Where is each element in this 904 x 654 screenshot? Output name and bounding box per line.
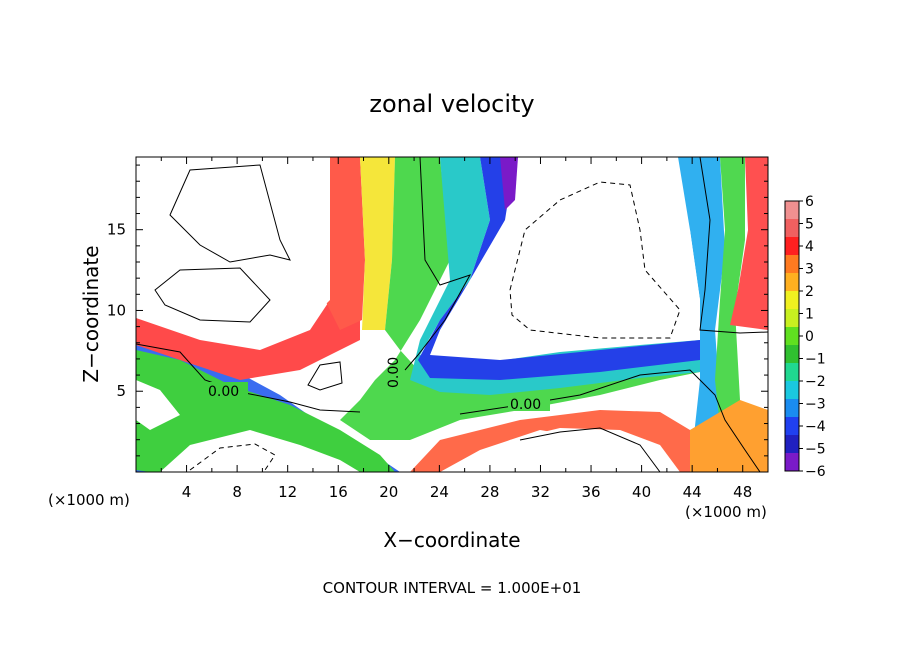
field-white-leftpocket xyxy=(136,380,180,430)
x-axis: 4 8 12 16 20 24 28 32 36 40 44 48 xyxy=(160,157,752,501)
colorbar-tick-label: −3 xyxy=(805,397,826,413)
x-tick-label: 48 xyxy=(733,483,752,501)
colorbar-tick-label: −5 xyxy=(805,442,826,458)
x-tick-label: 12 xyxy=(278,483,297,501)
colorbar-tick-label: 5 xyxy=(805,217,814,233)
contour-label: 0.00 xyxy=(208,384,239,400)
field-plume-blue xyxy=(418,157,700,380)
field-plume-red xyxy=(325,157,365,330)
contour-label-bg xyxy=(206,382,248,398)
colorbar-tick-label: 6 xyxy=(805,194,814,210)
contour-bottom-solid xyxy=(519,427,661,472)
colorbar-swatch xyxy=(785,363,799,382)
y-axis-label: Z−coordinate xyxy=(79,245,103,382)
field-white-bottom xyxy=(480,428,680,472)
colorbar-swatch xyxy=(785,291,799,310)
field-plume-cyan xyxy=(410,157,700,395)
x-unit-right: (×1000 m) xyxy=(685,503,767,521)
colorbar-swatch xyxy=(785,345,799,364)
colorbar-swatch xyxy=(785,417,799,436)
colorbar-tick-label: 3 xyxy=(805,262,814,278)
y-tick-label: 10 xyxy=(107,301,126,319)
x-tick-label: 40 xyxy=(632,483,651,501)
colorbar-tick-label: 0 xyxy=(805,329,814,345)
colorbar-swatch xyxy=(785,435,799,454)
field-white-lowerleft xyxy=(160,430,360,472)
contour-label: 0.00 xyxy=(386,357,402,388)
x-tick-label: 28 xyxy=(480,483,499,501)
x-unit-left: (×1000 m) xyxy=(48,491,130,509)
x-tick-label: 4 xyxy=(182,483,192,501)
field-white-left xyxy=(150,157,330,335)
colorbar-tick-label: 2 xyxy=(805,284,814,300)
y-tick-label: 15 xyxy=(107,221,126,239)
colorbar: 6 5 4 3 2 1 0 −1 −2 −3 −4 −5 −6 xyxy=(784,194,826,480)
colorbar-swatch xyxy=(785,237,799,256)
contour-label: 0.00 xyxy=(510,397,541,413)
x-tick-label: 44 xyxy=(683,483,702,501)
x-tick-label: 20 xyxy=(379,483,398,501)
x-tick-label: 16 xyxy=(329,483,348,501)
contour-left-loop2 xyxy=(154,267,271,323)
colorbar-tick-label: 1 xyxy=(805,307,814,323)
chart-title: zonal velocity xyxy=(369,90,534,118)
x-tick-label: 24 xyxy=(430,483,449,501)
x-tick-label: 32 xyxy=(531,483,550,501)
colorbar-swatch xyxy=(785,273,799,292)
colorbar-tick-label: −6 xyxy=(805,464,826,480)
field-plume-yellow xyxy=(360,157,395,330)
colorbar-tick-label: 4 xyxy=(805,239,814,255)
contour-zero-plume xyxy=(404,157,472,371)
contour-label-group: 0.00 0.00 0.00 xyxy=(206,357,550,413)
colorbar-swatch xyxy=(785,309,799,328)
contour-left-loop xyxy=(169,164,291,263)
x-tick-label: 8 xyxy=(232,483,242,501)
field-green-left xyxy=(136,350,395,472)
x-tick-label: 36 xyxy=(581,483,600,501)
y-axis: 5 10 15 xyxy=(107,164,768,457)
field-bottom-right-orange xyxy=(690,400,768,472)
colorbar-tick-label: −2 xyxy=(805,374,826,390)
field-purple-top xyxy=(500,157,518,210)
colorbar-swatch xyxy=(785,219,799,238)
contour-zero-upright xyxy=(699,157,768,334)
field-white-center xyxy=(460,175,700,348)
plot-area: 0.00 0.00 0.00 xyxy=(135,156,769,473)
colorbar-tick-label: −4 xyxy=(805,419,826,435)
plot-frame xyxy=(135,156,769,473)
colorbar-swatch xyxy=(785,381,799,400)
colorbar-swatch xyxy=(785,399,799,418)
field-red-left xyxy=(136,280,360,380)
colorbar-swatch xyxy=(785,327,799,346)
contour-small-loop xyxy=(307,361,343,391)
colorbar-swatch xyxy=(785,201,799,220)
contour-label-bg xyxy=(508,395,550,411)
colorbar-tick-label: −1 xyxy=(805,352,826,368)
x-axis-label: X−coordinate xyxy=(383,528,520,552)
y-tick-label: 5 xyxy=(116,382,126,400)
colorbar-swatch xyxy=(785,453,799,472)
colorbar-swatch xyxy=(785,255,799,274)
field-bottom-red xyxy=(410,410,690,472)
contour-interval-note: CONTOUR INTERVAL = 1.000E+01 xyxy=(323,579,582,597)
contour-bottom-dash xyxy=(189,443,276,471)
field-right-red xyxy=(730,157,768,330)
